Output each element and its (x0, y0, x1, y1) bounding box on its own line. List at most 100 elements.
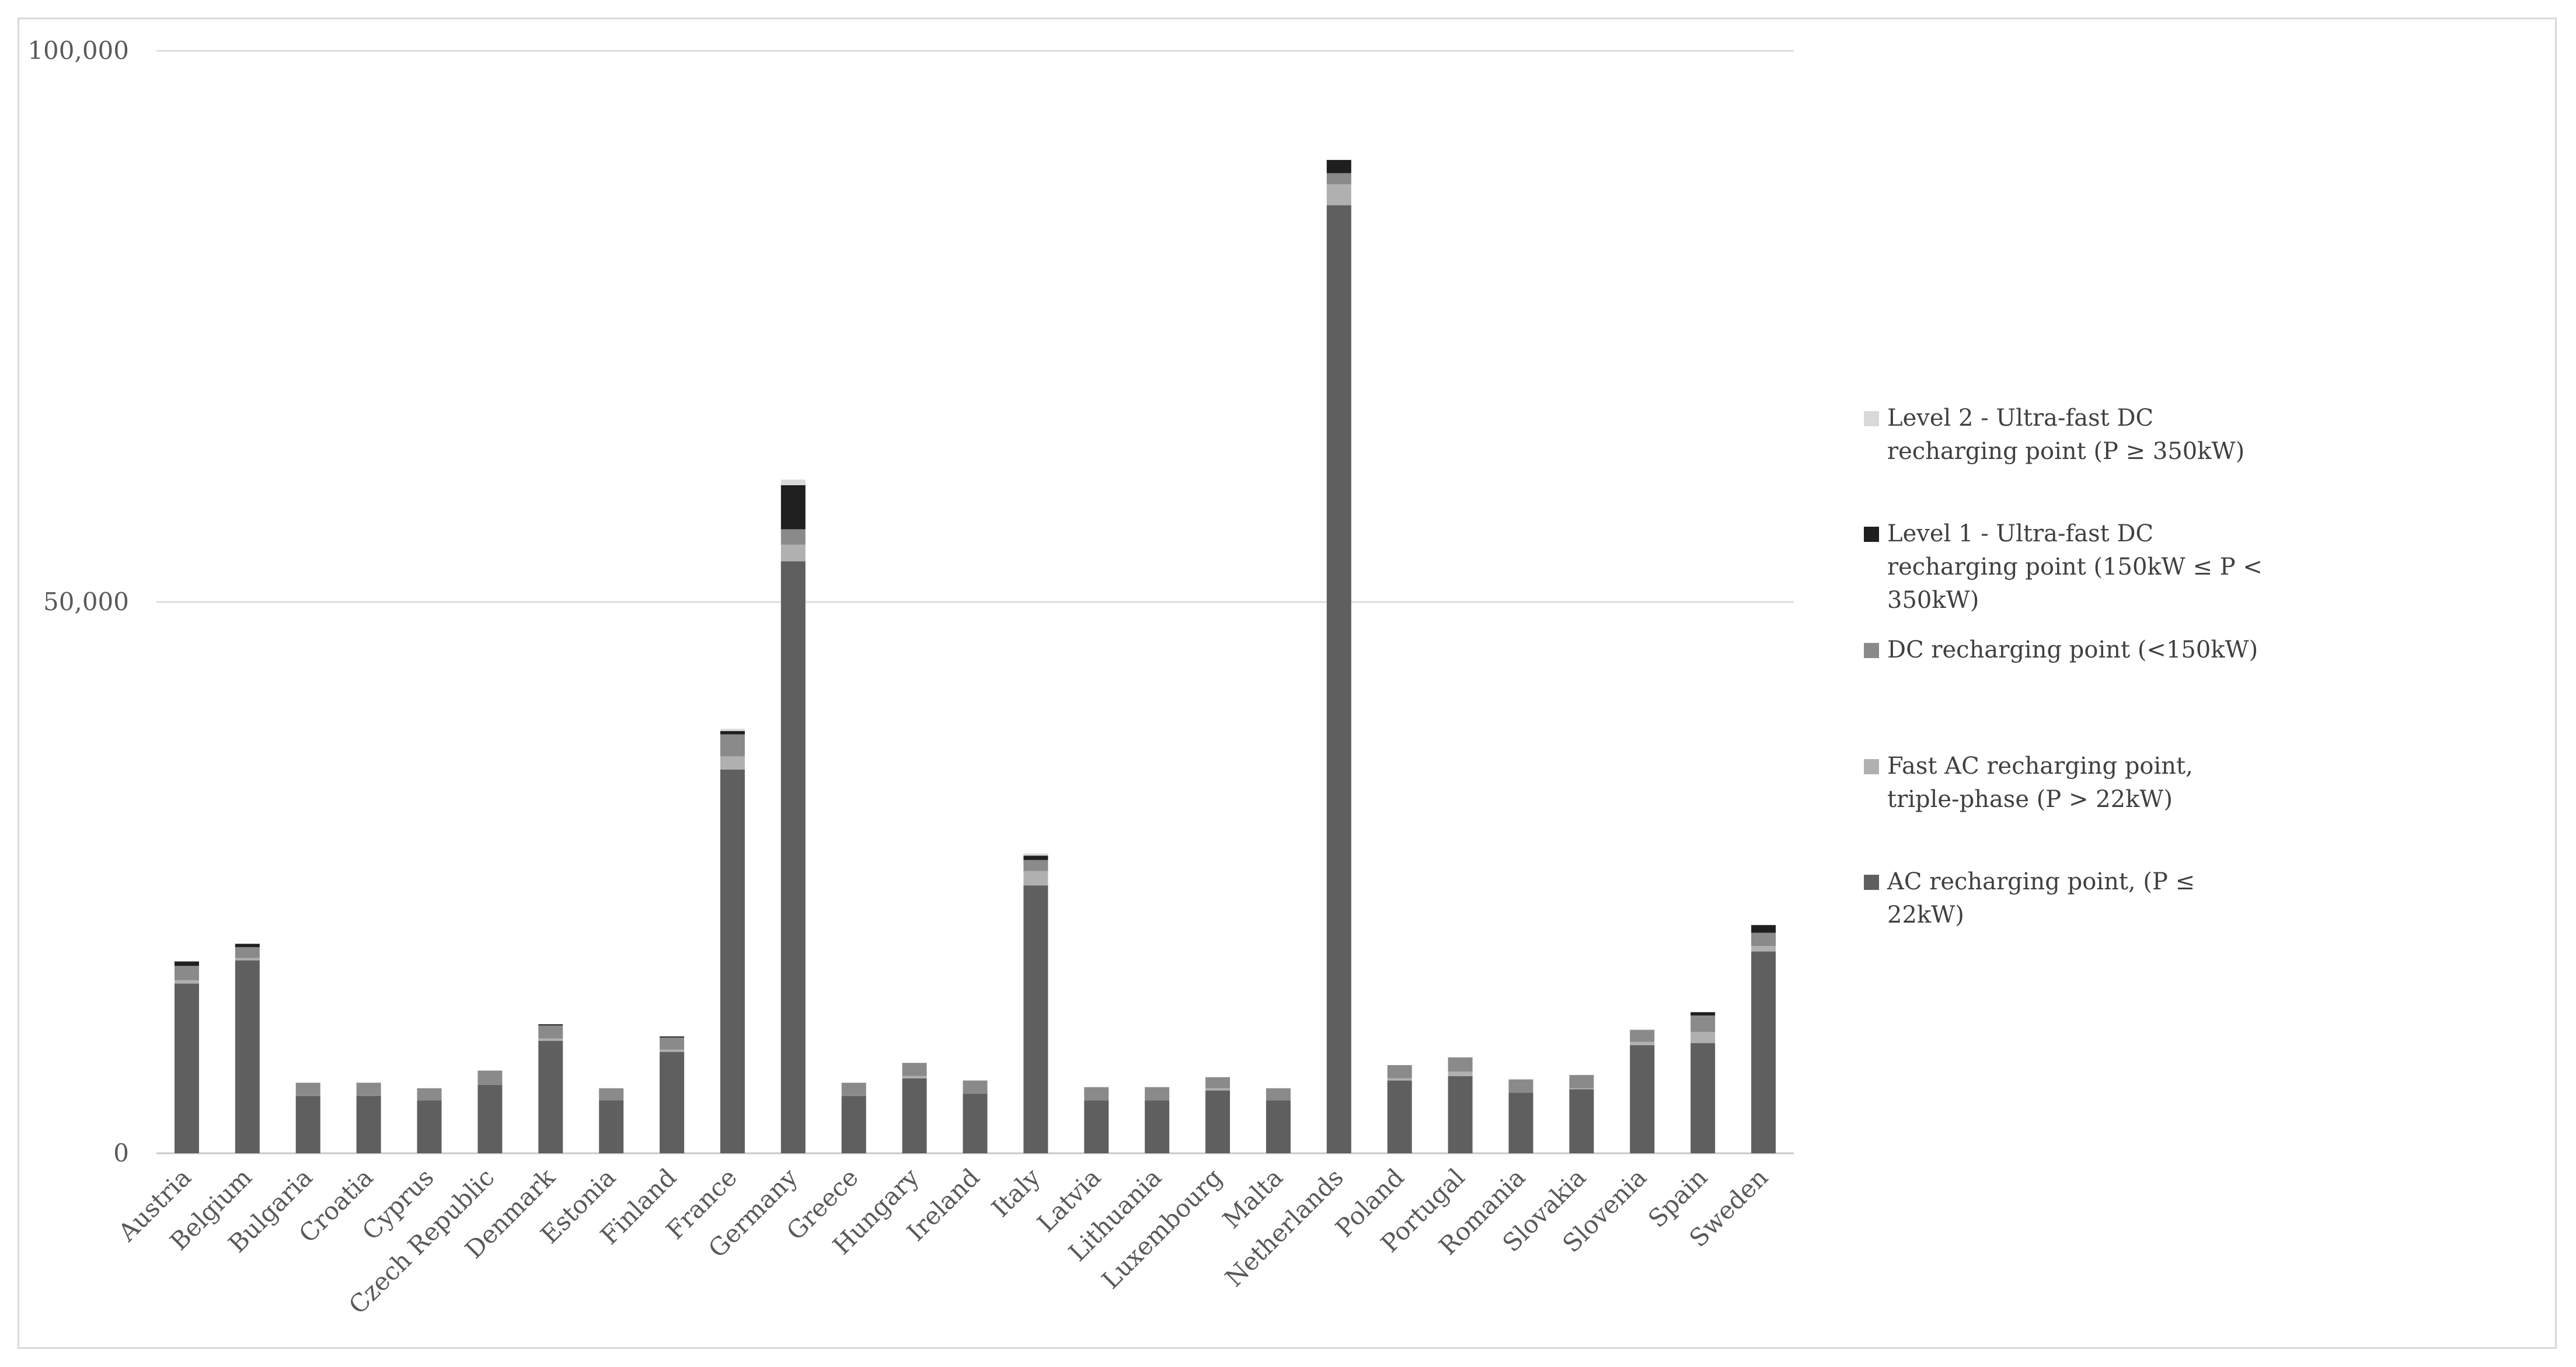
bar-segment (780, 529, 806, 545)
bar-segment (963, 1094, 988, 1153)
bar-segment (780, 485, 806, 530)
bar-segment (295, 1095, 320, 1153)
y-axis-ticks: 0 50,000 100,000 (27, 36, 129, 1167)
legend-item-level2-ultrafast-dc: Level 2 - Ultra-fast DC recharging point… (1864, 402, 2272, 468)
bar-segment (538, 1025, 563, 1039)
bar-segment (1145, 1100, 1170, 1153)
bar-segment (720, 729, 745, 731)
legend-item-level1-ultrafast-dc: Level 1 - Ultra-fast DC recharging point… (1864, 517, 2272, 617)
bar-segment (1508, 1093, 1533, 1153)
bars (174, 159, 1776, 1153)
bar-segment (174, 983, 199, 1153)
bar-segment (720, 769, 745, 1153)
legend-swatch (1864, 643, 1879, 658)
legend-label: Level 1 - Ultra-fast DC recharging point… (1887, 520, 2263, 614)
bar-segment (295, 1083, 320, 1096)
bar-segment (174, 980, 199, 984)
bar-segment (1387, 1078, 1412, 1081)
bar-segment (902, 1063, 927, 1076)
legend-item-ac: AC recharging point, (P ≤ 22kW) (1864, 865, 2272, 932)
bar-segment (720, 734, 745, 757)
bar-segment (1023, 853, 1048, 856)
bar-segment (1751, 933, 1776, 947)
bar-segment (1326, 173, 1351, 185)
bar-segment (660, 1049, 685, 1052)
legend-label: Fast AC recharging point, triple-phase (… (1887, 753, 2193, 813)
gridlines (156, 50, 1794, 1154)
bar-segment (417, 1100, 442, 1153)
y-tick-label: 100,000 (27, 36, 129, 65)
bar-segment (780, 479, 806, 485)
bar-segment (1569, 1074, 1594, 1088)
bar-segment (1387, 1080, 1412, 1153)
bar-segment (902, 1076, 927, 1079)
bar-segment (1023, 871, 1048, 886)
bar-segment (1630, 1045, 1655, 1153)
bar-segment (1751, 925, 1776, 933)
bar-segment (1326, 205, 1351, 1153)
bar-segment (599, 1088, 624, 1101)
legend-label: AC recharging point, (P ≤ 22kW) (1887, 868, 2195, 928)
bar-segment (1630, 1042, 1655, 1045)
bar-segment (1690, 1015, 1716, 1032)
bar-segment (1690, 1012, 1716, 1015)
bar-segment (538, 1038, 563, 1041)
legend-swatch (1864, 759, 1879, 774)
bar-segment (1448, 1076, 1473, 1153)
bar-segment (1205, 1090, 1231, 1153)
bar-segment (1569, 1089, 1594, 1153)
bar-segment (1023, 885, 1048, 1153)
bar-segment (235, 944, 260, 947)
bar-segment (1751, 951, 1776, 1153)
legend-item-fast-ac: Fast AC recharging point, triple-phase (… (1864, 750, 2272, 816)
bar-segment (1326, 159, 1351, 173)
bar-segment (417, 1088, 442, 1101)
bar-segment (235, 958, 260, 961)
bar-segment (660, 1037, 685, 1050)
bar-segment (660, 1036, 685, 1038)
bar-segment (1266, 1088, 1291, 1101)
bar-segment (1690, 1032, 1716, 1043)
bar-segment (1326, 184, 1351, 206)
legend-label: Level 2 - Ultra-fast DC recharging point… (1887, 405, 2245, 465)
legend-swatch (1864, 527, 1879, 542)
legend-swatch (1864, 411, 1879, 426)
bar-segment (1630, 1029, 1655, 1042)
bar-segment (1205, 1088, 1231, 1091)
bar-segment (538, 1024, 563, 1025)
legend-item-dc: DC recharging point (<150kW) (1864, 634, 2272, 667)
stacked-bar-chart: 0 50,000 100,000 AustriaBelgiumBulgariaCro… (27, 36, 1794, 1320)
chart-frame: 0 50,000 100,000 Austria Belgium Bulgaria Cro… (18, 18, 2557, 1349)
bar-segment (1023, 855, 1048, 860)
bar-segment (235, 947, 260, 958)
bar-segment (1569, 1088, 1594, 1090)
bar-segment (963, 1080, 988, 1094)
bar-segment (1266, 1100, 1291, 1153)
bar-segment (1690, 1043, 1716, 1153)
bar-segment (1751, 946, 1776, 952)
bar-segment (1448, 1072, 1473, 1076)
bar-segment (599, 1100, 624, 1153)
bar-segment (780, 561, 806, 1153)
bar-segment (174, 966, 199, 980)
bar-segment (1023, 860, 1048, 871)
bar-segment (841, 1083, 866, 1096)
bar-segment (780, 544, 806, 562)
bar-segment (356, 1095, 381, 1153)
bar-segment (538, 1041, 563, 1153)
bar-segment (1084, 1087, 1109, 1101)
bar-segment (356, 1083, 381, 1096)
bar-segment (174, 961, 199, 966)
bar-segment (1508, 1079, 1533, 1093)
y-tick-label: 50,000 (43, 587, 129, 616)
bar-segment (1084, 1100, 1109, 1153)
bar-segment (720, 756, 745, 770)
legend-swatch (1864, 875, 1879, 890)
bar-segment (1205, 1077, 1231, 1088)
bar-segment (477, 1070, 503, 1085)
bar-segment (1145, 1087, 1170, 1101)
y-tick-label: 0 (113, 1139, 129, 1167)
bar-segment (720, 731, 745, 735)
bar-segment (477, 1084, 503, 1153)
bar-segment (235, 960, 260, 1153)
